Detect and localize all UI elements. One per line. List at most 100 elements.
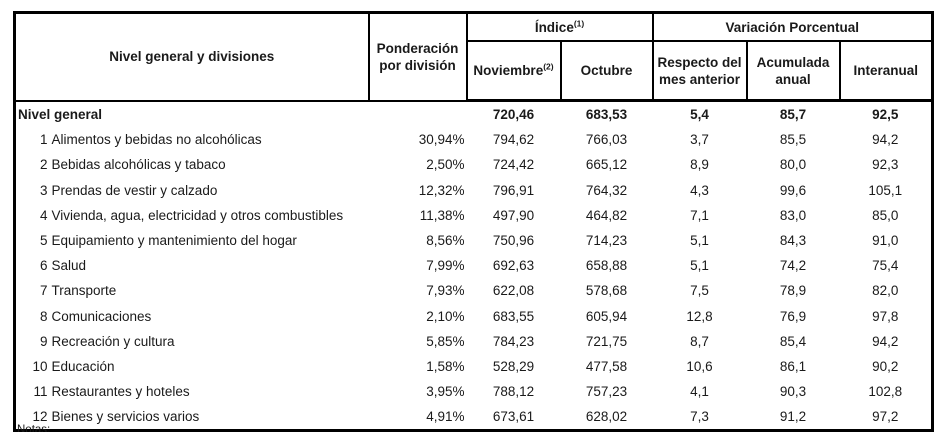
division-name: Bienes y servicios varios: [51, 409, 200, 425]
division-weight: 2,50%: [426, 157, 465, 173]
division-vs-previous: 5,1: [690, 233, 709, 249]
header-november-label: Noviembre: [473, 63, 544, 78]
division-november: 673,61: [492, 409, 535, 425]
total-row-november: 720,46: [492, 107, 535, 123]
division-interannual: 102,8: [868, 384, 903, 400]
division-october: 757,23: [585, 384, 628, 400]
division-vs-previous: 12,8: [686, 308, 713, 324]
division-weight: 7,99%: [426, 258, 465, 274]
division-weight: 5,85%: [426, 333, 465, 349]
division-vs-previous: 8,9: [690, 157, 709, 173]
division-row: 2 Bebidas alcohólicas y tabaco 2,50% 724…: [15, 152, 933, 177]
header-vs-previous-month-label: Respecto del mes anterior: [657, 54, 742, 87]
division-vs-previous: 5,1: [690, 258, 709, 274]
division-number: 2: [39, 157, 48, 173]
division-row: 8 Comunicaciones 2,10% 683,55 605,94 12,…: [15, 304, 933, 329]
division-november: 724,42: [492, 157, 535, 173]
division-november: 796,91: [492, 182, 535, 198]
total-row: Nivel general 720,46 683,53 5,4 85,7 92,…: [15, 101, 933, 128]
division-number: 5: [39, 233, 48, 249]
division-name: Alimentos y bebidas no alcohólicas: [51, 132, 262, 148]
division-name: Salud: [51, 258, 87, 274]
header-index-group: Índice(1): [465, 11, 654, 42]
header-interannual: Interanual: [838, 40, 934, 102]
footnote-ref-2: (2): [543, 61, 554, 72]
total-row-interannual: 92,5: [872, 107, 899, 123]
division-vs-previous: 7,3: [690, 409, 709, 425]
division-vs-previous: 4,1: [690, 384, 709, 400]
division-vs-previous: 3,7: [690, 132, 709, 148]
footnote-ref-1: (1): [573, 18, 585, 28]
division-october: 477,58: [585, 358, 628, 374]
division-weight: 7,93%: [426, 283, 465, 299]
division-interannual: 85,0: [872, 207, 899, 223]
total-row-accumulated: 85,7: [779, 107, 807, 123]
division-accumulated: 85,5: [779, 132, 807, 148]
division-number: 4: [39, 207, 48, 223]
division-october: 766,03: [585, 132, 628, 148]
header-accumulated-annual-label: Acumulada anual: [756, 54, 830, 87]
division-number: 12: [32, 409, 48, 425]
division-november: 692,63: [492, 258, 535, 274]
header-weight: Ponderación por división: [367, 11, 468, 102]
division-name: Equipamiento y mantenimiento del hogar: [51, 233, 297, 249]
division-row: 12 Bienes y servicios varios 4,91% 673,6…: [15, 404, 933, 431]
division-accumulated: 74,2: [779, 258, 807, 274]
division-interannual: 75,4: [872, 258, 899, 274]
division-october: 578,68: [585, 283, 628, 299]
header-weight-label: Ponderación por división: [376, 40, 459, 73]
division-name: Transporte: [51, 283, 117, 299]
division-vs-previous: 7,5: [690, 283, 709, 299]
division-row: 5 Equipamiento y mantenimiento del hogar…: [15, 228, 933, 253]
division-name: Bebidas alcohólicas y tabaco: [51, 157, 226, 173]
division-accumulated: 85,4: [779, 333, 807, 349]
total-row-vs-previous: 5,4: [690, 107, 709, 123]
division-weight: 4,91%: [426, 409, 465, 425]
division-row: 4 Vivienda, agua, electricidad y otros c…: [15, 203, 933, 228]
division-vs-previous: 8,7: [690, 333, 709, 349]
division-number: 10: [32, 358, 48, 374]
header-index-label: Índice: [534, 19, 574, 35]
header-november: Noviembre(2): [465, 40, 562, 102]
division-number: 8: [39, 308, 48, 324]
division-name: Restaurantes y hoteles: [51, 384, 190, 400]
header-variation-group: Variación Porcentual: [651, 11, 934, 42]
division-name: Educación: [51, 358, 115, 374]
division-november: 497,90: [492, 207, 535, 223]
division-name: Vivienda, agua, electricidad y otros com…: [51, 207, 344, 223]
table-body: Nivel general 720,46 683,53 5,4 85,7 92,…: [15, 101, 933, 431]
division-november: 622,08: [492, 283, 535, 299]
division-vs-previous: 10,6: [686, 358, 713, 374]
division-weight: 2,10%: [426, 308, 465, 324]
division-weight: 11,38%: [419, 207, 465, 223]
division-number: 3: [39, 182, 48, 198]
table-header: Nivel general y divisiones Ponderación p…: [13, 11, 934, 102]
division-november: 750,96: [492, 233, 535, 249]
division-number: 11: [33, 384, 48, 400]
division-interannual: 97,8: [872, 308, 899, 324]
header-vs-previous-month: Respecto del mes anterior: [651, 40, 748, 102]
division-interannual: 97,2: [872, 409, 899, 425]
division-accumulated: 86,1: [779, 358, 807, 374]
division-accumulated: 83,0: [779, 207, 807, 223]
division-accumulated: 76,9: [779, 308, 807, 324]
division-november: 794,62: [492, 132, 535, 148]
division-row: 1 Alimentos y bebidas no alcohólicas 30,…: [15, 127, 933, 152]
division-row: 11 Restaurantes y hoteles 3,95% 788,12 7…: [15, 379, 933, 404]
notes-label: Notas:: [17, 424, 51, 432]
division-october: 721,75: [585, 333, 628, 349]
header-divisions: Nivel general y divisiones: [13, 11, 370, 102]
header-october-label: Octubre: [580, 63, 633, 78]
division-interannual: 94,2: [872, 333, 899, 349]
price-index-table: Nivel general y divisiones Ponderación p…: [13, 11, 935, 432]
division-october: 628,02: [585, 409, 628, 425]
division-name: Recreación y cultura: [51, 333, 175, 349]
division-weight: 1,58%: [426, 358, 465, 374]
division-row: 6 Salud 7,99% 692,63 658,88 5,1 74,2 75,…: [15, 253, 933, 278]
division-interannual: 82,0: [872, 283, 899, 299]
division-number: 6: [39, 258, 48, 274]
header-accumulated-annual: Acumulada anual: [745, 40, 841, 102]
division-interannual: 91,0: [872, 233, 899, 249]
division-name: Comunicaciones: [51, 308, 152, 324]
division-name: Prendas de vestir y calzado: [51, 182, 218, 198]
